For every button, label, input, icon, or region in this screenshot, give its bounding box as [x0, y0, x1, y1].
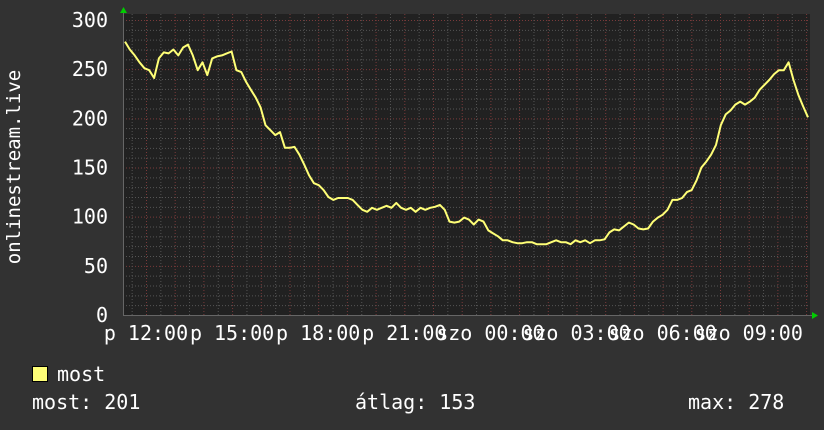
y-tick-label: 300 — [72, 8, 108, 32]
x-tick-label: p 21:00 — [362, 321, 446, 345]
y-tick-label: 200 — [72, 106, 108, 130]
y-axis-arrow-icon — [120, 7, 127, 13]
y-tick-label: 150 — [72, 156, 108, 180]
plot-area — [123, 14, 810, 315]
y-tick-label: 250 — [72, 57, 108, 81]
max-value: max: 278 — [688, 390, 785, 414]
x-tick-label: szo 03:00 — [522, 321, 630, 345]
current-value: most: 201 — [32, 390, 141, 414]
legend-swatch — [32, 366, 48, 382]
x-tick-label: p 18:00 — [276, 321, 360, 345]
legend-series-label: most — [57, 362, 106, 386]
x-tick-label: szo 06:00 — [608, 321, 716, 345]
x-axis-arrow-icon — [812, 312, 818, 319]
series-line-most — [124, 41, 809, 246]
x-tick-label: szo 09:00 — [695, 321, 803, 345]
x-tick-label: p 15:00 — [190, 321, 274, 345]
y-tick-label: 0 — [96, 303, 108, 327]
average-value: átlag: 153 — [355, 390, 476, 414]
y-tick-label: 50 — [84, 254, 108, 278]
x-tick-label: szo 00:00 — [436, 321, 544, 345]
x-tick-label: p 12:00 — [104, 321, 188, 345]
y-axis-label: onlinestream.live — [3, 70, 25, 264]
y-tick-label: 100 — [72, 205, 108, 229]
